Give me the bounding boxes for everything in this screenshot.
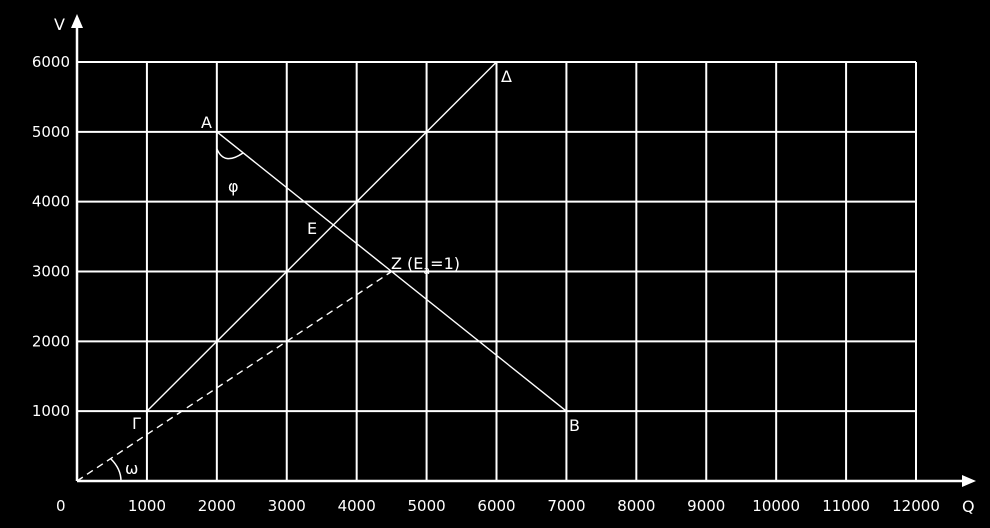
tick-labels: 1000 2000 3000 4000 5000 6000 7000 8000 9000 1000…	[32, 53, 940, 515]
point-label-b: B	[569, 416, 580, 435]
angle-label-omega: ω	[125, 459, 138, 478]
y-tick-label-5000: 5000	[32, 123, 70, 141]
x-tick-label-12000: 12000	[892, 497, 940, 515]
x-tick-label-4000: 4000	[338, 497, 376, 515]
x-tick-label-5000: 5000	[407, 497, 445, 515]
x-tick-label-7000: 7000	[547, 497, 585, 515]
x-tick-label-8000: 8000	[617, 497, 655, 515]
x-tick-label-1000: 1000	[128, 497, 166, 515]
angle-arc-omega	[110, 458, 122, 482]
y-tick-label-3000: 3000	[32, 263, 70, 281]
y-tick-label-1000: 1000	[32, 402, 70, 420]
point-label-gamma: Γ	[132, 414, 141, 433]
x-tick-label-9000: 9000	[687, 497, 725, 515]
annotations: A B Γ Δ E Z (Ea=1) φ ω	[110, 67, 580, 482]
y-axis-label: V	[54, 15, 65, 34]
x-axis-arrow-icon	[962, 475, 976, 487]
point-label-a: A	[201, 113, 212, 132]
y-tick-label-2000: 2000	[32, 332, 70, 350]
point-label-z: Z (Ea=1)	[391, 254, 460, 277]
x-tick-label-3000: 3000	[268, 497, 306, 515]
series-line-gd	[146, 61, 497, 412]
angle-arc-phi	[216, 148, 244, 160]
point-label-delta: Δ	[501, 67, 512, 86]
y-tick-label-4000: 4000	[32, 193, 70, 211]
x-tick-label-2000: 2000	[198, 497, 236, 515]
series-line-oz	[76, 270, 393, 482]
angle-label-phi: φ	[228, 177, 239, 196]
origin-label: 0	[56, 497, 66, 515]
y-tick-label-6000: 6000	[32, 53, 70, 71]
point-label-z-sub: a	[423, 264, 430, 277]
y-axis-arrow-icon	[71, 14, 83, 28]
axes	[71, 14, 976, 487]
x-tick-label-6000: 6000	[477, 497, 515, 515]
point-label-e: E	[307, 219, 317, 238]
point-label-z-suffix: =1)	[430, 254, 460, 273]
x-tick-label-11000: 11000	[822, 497, 870, 515]
x-tick-label-10000: 10000	[752, 497, 800, 515]
point-label-z-main: Z (E	[391, 254, 423, 273]
series-layer	[76, 61, 567, 482]
x-axis-label: Q	[962, 497, 975, 516]
